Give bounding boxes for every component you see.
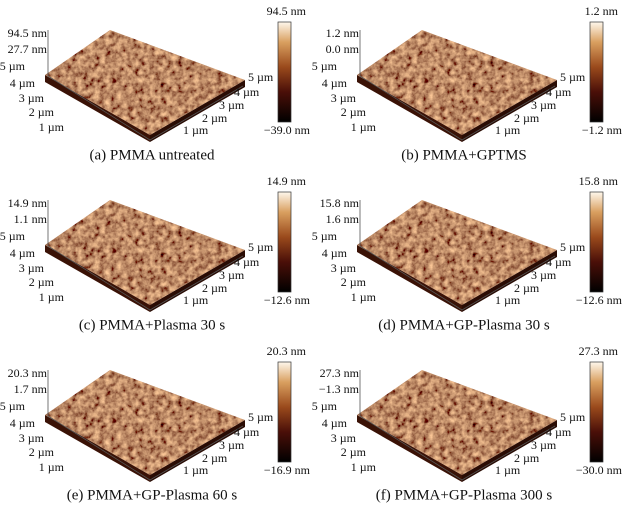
caption: (d) PMMA+GP-Plasma 30 s: [378, 317, 550, 333]
x-axis-label: 3 µm: [219, 98, 245, 112]
x-axis-label: 5 µm: [248, 240, 274, 254]
x-axis-label: 4 µm: [234, 255, 260, 269]
x-axis-label: 5 µm: [248, 70, 274, 84]
y-axis-label: 5 µm: [312, 399, 338, 413]
y-axis-label: 4 µm: [322, 76, 348, 90]
x-axis-label: 1 µm: [183, 123, 209, 137]
y-axis-label: 2 µm: [29, 445, 55, 459]
colorbar-min: −16.9 nm: [264, 463, 311, 477]
x-axis-label: 4 µm: [234, 85, 260, 99]
y-axis-label: 5 µm: [0, 229, 26, 243]
y-axis-label: 2 µm: [29, 105, 55, 119]
colorbar-min: −12.6 nm: [576, 293, 623, 307]
y-axis-label: 2 µm: [341, 445, 367, 459]
figure: 94.5 nm27.7 nm5 µm5 µm4 µm4 µm3 µm3 µm2 …: [0, 0, 623, 516]
y-axis-label: 1 µm: [351, 290, 377, 304]
x-axis-label: 5 µm: [560, 70, 586, 84]
y-axis-label: 3 µm: [19, 91, 45, 105]
colorbar-min: −12.6 nm: [264, 293, 311, 307]
y-axis-label: 1 µm: [39, 460, 65, 474]
y-axis-label: 3 µm: [19, 261, 45, 275]
y-axis-label: 4 µm: [10, 246, 36, 260]
colorbar-max: 27.3 nm: [579, 344, 619, 358]
y-axis-label: 1 µm: [351, 120, 377, 134]
z-mid-label: 1.1 nm: [14, 212, 48, 226]
x-axis-label: 1 µm: [183, 463, 209, 477]
z-top-label: 1.2 nm: [326, 26, 360, 40]
colorbar: [590, 362, 603, 462]
y-axis-label: 4 µm: [10, 76, 36, 90]
afm-panel: 27.3 nm−1.3 nm5 µm5 µm4 µm4 µm3 µm3 µm2 …: [312, 344, 623, 504]
x-axis-label: 4 µm: [546, 85, 572, 99]
x-axis-label: 3 µm: [531, 438, 557, 452]
y-axis-label: 2 µm: [29, 275, 55, 289]
colorbar-max: 94.5 nm: [267, 4, 307, 18]
colorbar: [590, 192, 603, 292]
caption: (c) PMMA+Plasma 30 s: [79, 317, 226, 333]
x-axis-label: 3 µm: [531, 98, 557, 112]
x-axis-label: 1 µm: [495, 463, 521, 477]
colorbar-max: 15.8 nm: [579, 174, 619, 188]
z-mid-label: 1.6 nm: [326, 212, 360, 226]
colorbar-max: 14.9 nm: [267, 174, 307, 188]
y-axis-label: 1 µm: [39, 290, 65, 304]
y-axis-label: 2 µm: [341, 275, 367, 289]
x-axis-label: 1 µm: [183, 293, 209, 307]
y-axis-label: 1 µm: [351, 460, 377, 474]
z-top-label: 15.8 nm: [320, 196, 360, 210]
x-axis-label: 3 µm: [219, 438, 245, 452]
colorbar: [278, 22, 291, 122]
y-axis-label: 5 µm: [312, 59, 338, 73]
z-top-label: 14.9 nm: [8, 196, 48, 210]
x-axis-label: 3 µm: [219, 268, 245, 282]
colorbar-min: −39.0 nm: [264, 123, 311, 137]
y-axis-label: 3 µm: [19, 431, 45, 445]
y-axis-label: 5 µm: [0, 59, 26, 73]
x-axis-label: 1 µm: [495, 293, 521, 307]
x-axis-label: 5 µm: [248, 410, 274, 424]
caption: (b) PMMA+GPTMS: [401, 147, 527, 163]
z-mid-label: 0.0 nm: [326, 42, 360, 56]
x-axis-label: 4 µm: [546, 425, 572, 439]
y-axis-label: 5 µm: [0, 399, 26, 413]
colorbar-min: −1.2 nm: [582, 123, 623, 137]
colorbar: [590, 22, 603, 122]
x-axis-label: 4 µm: [546, 255, 572, 269]
z-top-label: 27.3 nm: [320, 366, 360, 380]
y-axis-label: 3 µm: [331, 431, 357, 445]
caption: (a) PMMA untreated: [90, 147, 215, 163]
y-axis-label: 3 µm: [331, 91, 357, 105]
x-axis-label: 3 µm: [531, 268, 557, 282]
colorbar-min: −30.0 nm: [576, 463, 623, 477]
z-top-label: 20.3 nm: [8, 366, 48, 380]
x-axis-label: 5 µm: [560, 240, 586, 254]
colorbar: [278, 362, 291, 462]
y-axis-label: 4 µm: [322, 416, 348, 430]
y-axis-label: 1 µm: [39, 120, 65, 134]
x-axis-label: 5 µm: [560, 410, 586, 424]
y-axis-label: 2 µm: [341, 105, 367, 119]
y-axis-label: 5 µm: [312, 229, 338, 243]
x-axis-label: 4 µm: [234, 425, 260, 439]
x-axis-label: 1 µm: [495, 123, 521, 137]
z-top-label: 94.5 nm: [8, 26, 48, 40]
colorbar-max: 1.2 nm: [585, 4, 619, 18]
y-axis-label: 3 µm: [331, 261, 357, 275]
y-axis-label: 4 µm: [322, 246, 348, 260]
z-mid-label: −1.3 nm: [319, 382, 360, 396]
caption: (f) PMMA+GP-Plasma 300 s: [376, 487, 553, 503]
z-mid-label: 1.7 nm: [14, 382, 48, 396]
z-mid-label: 27.7 nm: [8, 42, 48, 56]
y-axis-label: 4 µm: [10, 416, 36, 430]
colorbar-max: 20.3 nm: [267, 344, 307, 358]
colorbar: [278, 192, 291, 292]
caption: (e) PMMA+GP-Plasma 60 s: [67, 487, 238, 503]
